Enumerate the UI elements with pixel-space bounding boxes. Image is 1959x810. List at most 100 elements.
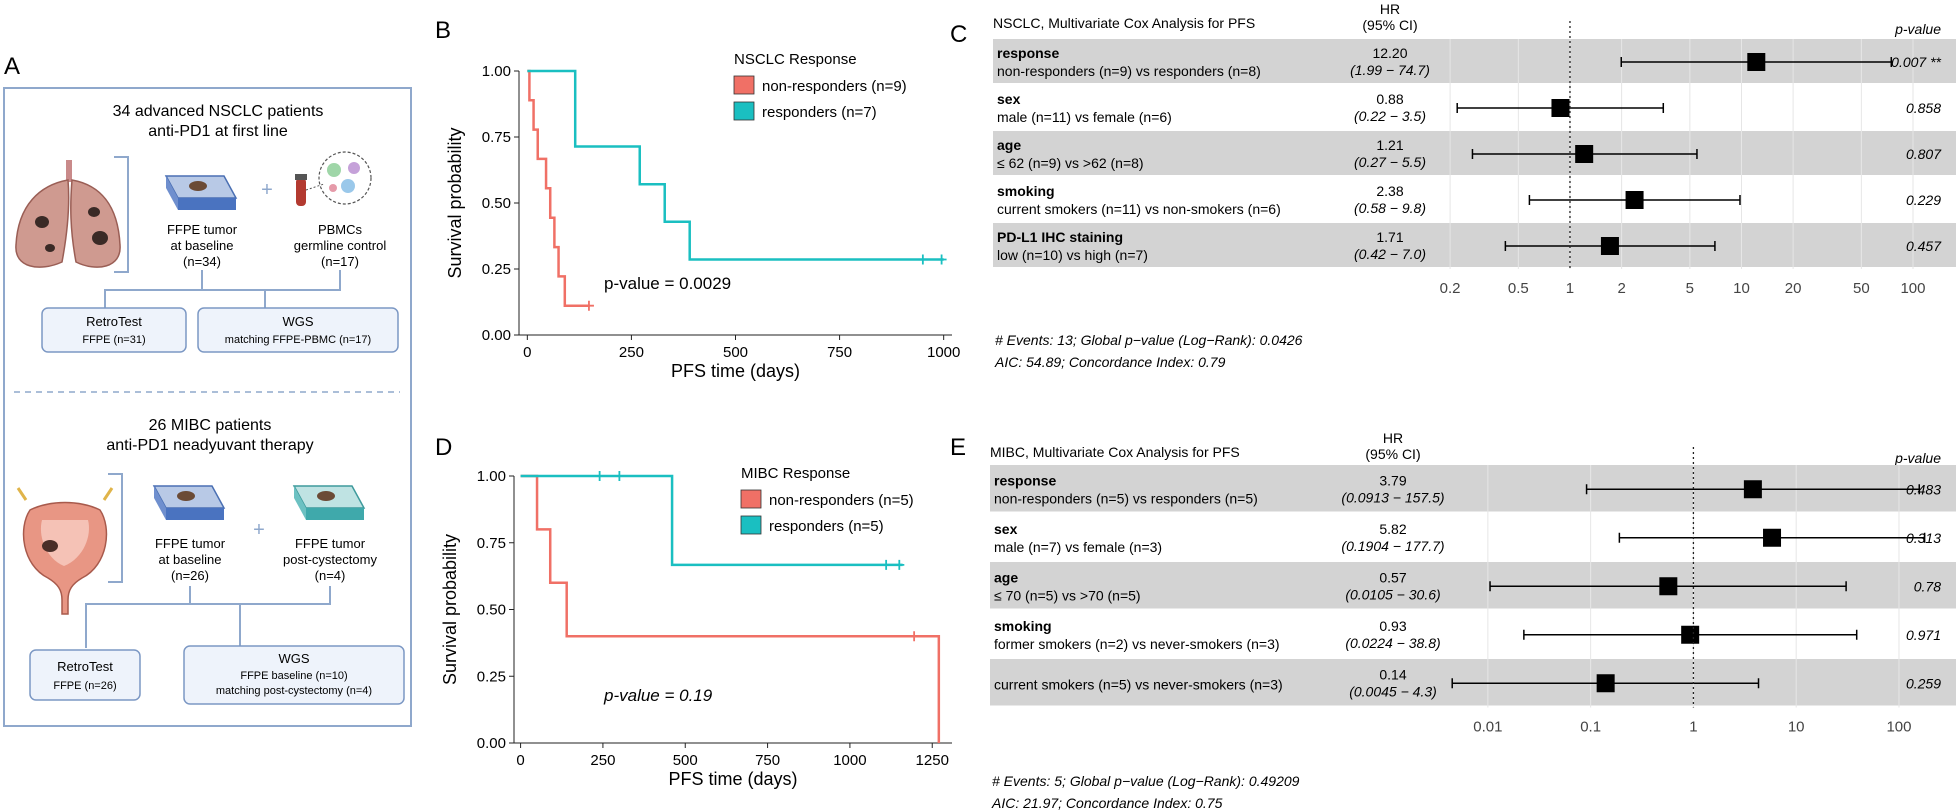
km-plot-nsclc: 0.00 0.25 0.50 0.75 1.00 0 250 500 750 1000 PFS ti… bbox=[445, 51, 960, 381]
row-variable: PD-L1 IHC staining bbox=[997, 229, 1123, 245]
mibc-retrotest-box bbox=[29, 649, 141, 701]
connector bbox=[240, 586, 331, 605]
x-tick-label: 0.5 bbox=[1508, 280, 1529, 297]
row-stripe bbox=[990, 659, 1956, 706]
connector bbox=[265, 270, 341, 291]
x-tick-label: 500 bbox=[723, 344, 748, 361]
nsclc-sample2-line1: PBMCs bbox=[318, 222, 363, 237]
hr-point bbox=[1743, 480, 1762, 499]
row-hr: 0.93 bbox=[1379, 618, 1406, 634]
legend-swatch bbox=[733, 101, 755, 121]
tissue-block-icon bbox=[292, 485, 366, 520]
row-description: current smokers (n=5) vs never-smokers (… bbox=[994, 676, 1283, 692]
row-variable: response bbox=[997, 45, 1059, 61]
y-tick-label: 0.00 bbox=[477, 735, 506, 752]
row-p-value: 0.858 bbox=[1906, 100, 1941, 116]
legend-title: MIBC Response bbox=[741, 465, 850, 482]
row-variable: response bbox=[994, 472, 1056, 488]
x-tick-label: 5 bbox=[1686, 280, 1694, 297]
row-ci: (0.1904 − 177.7) bbox=[1341, 538, 1444, 554]
nsclc-sample1-line2: at baseline bbox=[171, 238, 234, 253]
panel-letter-b: B bbox=[435, 17, 451, 44]
row-stripe bbox=[993, 223, 1956, 267]
blood-tube-icon bbox=[295, 174, 307, 206]
x-tick-label: 1 bbox=[1689, 719, 1697, 736]
footnote-events: # Events: 13; Global p−value (Log−Rank):… bbox=[995, 332, 1303, 348]
nsclc-wgs-box bbox=[197, 307, 399, 353]
legend-label: responders (n=7) bbox=[762, 104, 877, 121]
tissue-block-icon bbox=[164, 175, 238, 210]
row-p-value: 0.807 bbox=[1906, 146, 1942, 162]
row-stripe bbox=[990, 562, 1956, 609]
x-tick-label: 10 bbox=[1788, 719, 1805, 736]
y-tick-label: 1.00 bbox=[482, 63, 511, 80]
row-description: ≤ 62 (n=9) vs >62 (n=8) bbox=[997, 155, 1144, 171]
mibc-retrotest-sub: FFPE (n=26) bbox=[53, 680, 116, 692]
x-tick-label: 2 bbox=[1617, 280, 1625, 297]
mibc-cohort-title: 26 MIBC patients bbox=[149, 417, 272, 434]
p-value-header: p-value bbox=[1894, 450, 1941, 466]
hr-header: HR bbox=[1380, 1, 1400, 17]
row-ci: (0.22 − 3.5) bbox=[1354, 108, 1426, 124]
x-tick-label: 0 bbox=[516, 752, 524, 769]
censor-mark bbox=[894, 559, 905, 570]
x-tick-label: 500 bbox=[673, 752, 698, 769]
bladder-icon bbox=[16, 487, 114, 615]
y-axis-label: Survival probability bbox=[445, 127, 465, 278]
row-variable: sex bbox=[997, 91, 1021, 107]
row-variable: sex bbox=[994, 521, 1018, 537]
y-axis-label: Survival probability bbox=[440, 534, 460, 685]
x-tick-label: 0.2 bbox=[1440, 280, 1461, 297]
legend-label: non-responders (n=9) bbox=[762, 78, 907, 95]
row-p-value: 0.007 ** bbox=[1891, 54, 1941, 70]
hr-point bbox=[1681, 625, 1700, 644]
x-axis-label: PFS time (days) bbox=[671, 361, 800, 381]
row-stripe bbox=[993, 39, 1956, 83]
row-ci: (0.0105 − 30.6) bbox=[1345, 586, 1440, 602]
row-variable: age bbox=[997, 137, 1021, 153]
plus-sign: + bbox=[253, 519, 265, 541]
legend-swatch bbox=[740, 515, 762, 535]
cells-icon bbox=[305, 151, 372, 205]
x-tick-label: 750 bbox=[755, 752, 780, 769]
row-description: non-responders (n=9) vs responders (n=8) bbox=[997, 63, 1261, 79]
row-variable: age bbox=[994, 569, 1018, 585]
nsclc-sample2-line2: germline control bbox=[294, 238, 387, 253]
x-tick-label: 20 bbox=[1785, 280, 1802, 297]
legend-label: non-responders (n=5) bbox=[769, 492, 914, 509]
p-value-annotation: p-value = 0.0029 bbox=[604, 274, 731, 293]
hr-point bbox=[1600, 237, 1619, 255]
p-value-annotation: p-value = 0.19 bbox=[603, 686, 713, 705]
legend-label: responders (n=5) bbox=[769, 518, 884, 535]
row-ci: (0.27 − 5.5) bbox=[1354, 154, 1426, 170]
survival-curve-non-responders bbox=[520, 474, 941, 743]
row-ci: (0.0913 − 157.5) bbox=[1341, 489, 1444, 505]
x-tick-label: 250 bbox=[619, 344, 644, 361]
mibc-wgs-sub1: FFPE baseline (n=10) bbox=[240, 670, 347, 682]
nsclc-wgs-sub: matching FFPE-PBMC (n=17) bbox=[225, 334, 371, 346]
y-tick-label: 0.25 bbox=[482, 261, 511, 278]
censor-mark bbox=[936, 254, 947, 265]
row-hr: 0.14 bbox=[1379, 666, 1406, 682]
survival-curve-non-responders bbox=[527, 69, 590, 307]
forest-plot-mibc: MIBC, Multivariate Cox Analysis for PFS H… bbox=[990, 430, 1956, 810]
row-variable: smoking bbox=[994, 618, 1052, 634]
row-stripe bbox=[990, 465, 1956, 512]
p-value-header: p-value bbox=[1894, 21, 1941, 37]
nsclc-cohort-subtitle: anti-PD1 at first line bbox=[148, 123, 288, 140]
row-variable: smoking bbox=[997, 183, 1055, 199]
row-hr: 5.82 bbox=[1379, 521, 1406, 537]
mibc-cohort-subtitle: anti-PD1 neadyuvant therapy bbox=[106, 437, 313, 454]
censor-mark bbox=[614, 471, 625, 481]
forest-plot-nsclc: NSCLC, Multivariate Cox Analysis for PFS… bbox=[993, 1, 1956, 370]
censor-mark bbox=[917, 254, 928, 265]
row-hr: 1.71 bbox=[1376, 229, 1403, 245]
hr-point bbox=[1659, 577, 1678, 596]
x-tick-label: 10 bbox=[1733, 280, 1750, 297]
mibc-sample1-line1: FFPE tumor bbox=[155, 536, 226, 551]
nsclc-sample1-line1: FFPE tumor bbox=[167, 222, 238, 237]
connector bbox=[104, 270, 203, 308]
lungs-icon bbox=[15, 160, 121, 268]
row-description: male (n=11) vs female (n=6) bbox=[997, 109, 1172, 125]
x-tick-label: 750 bbox=[827, 344, 852, 361]
